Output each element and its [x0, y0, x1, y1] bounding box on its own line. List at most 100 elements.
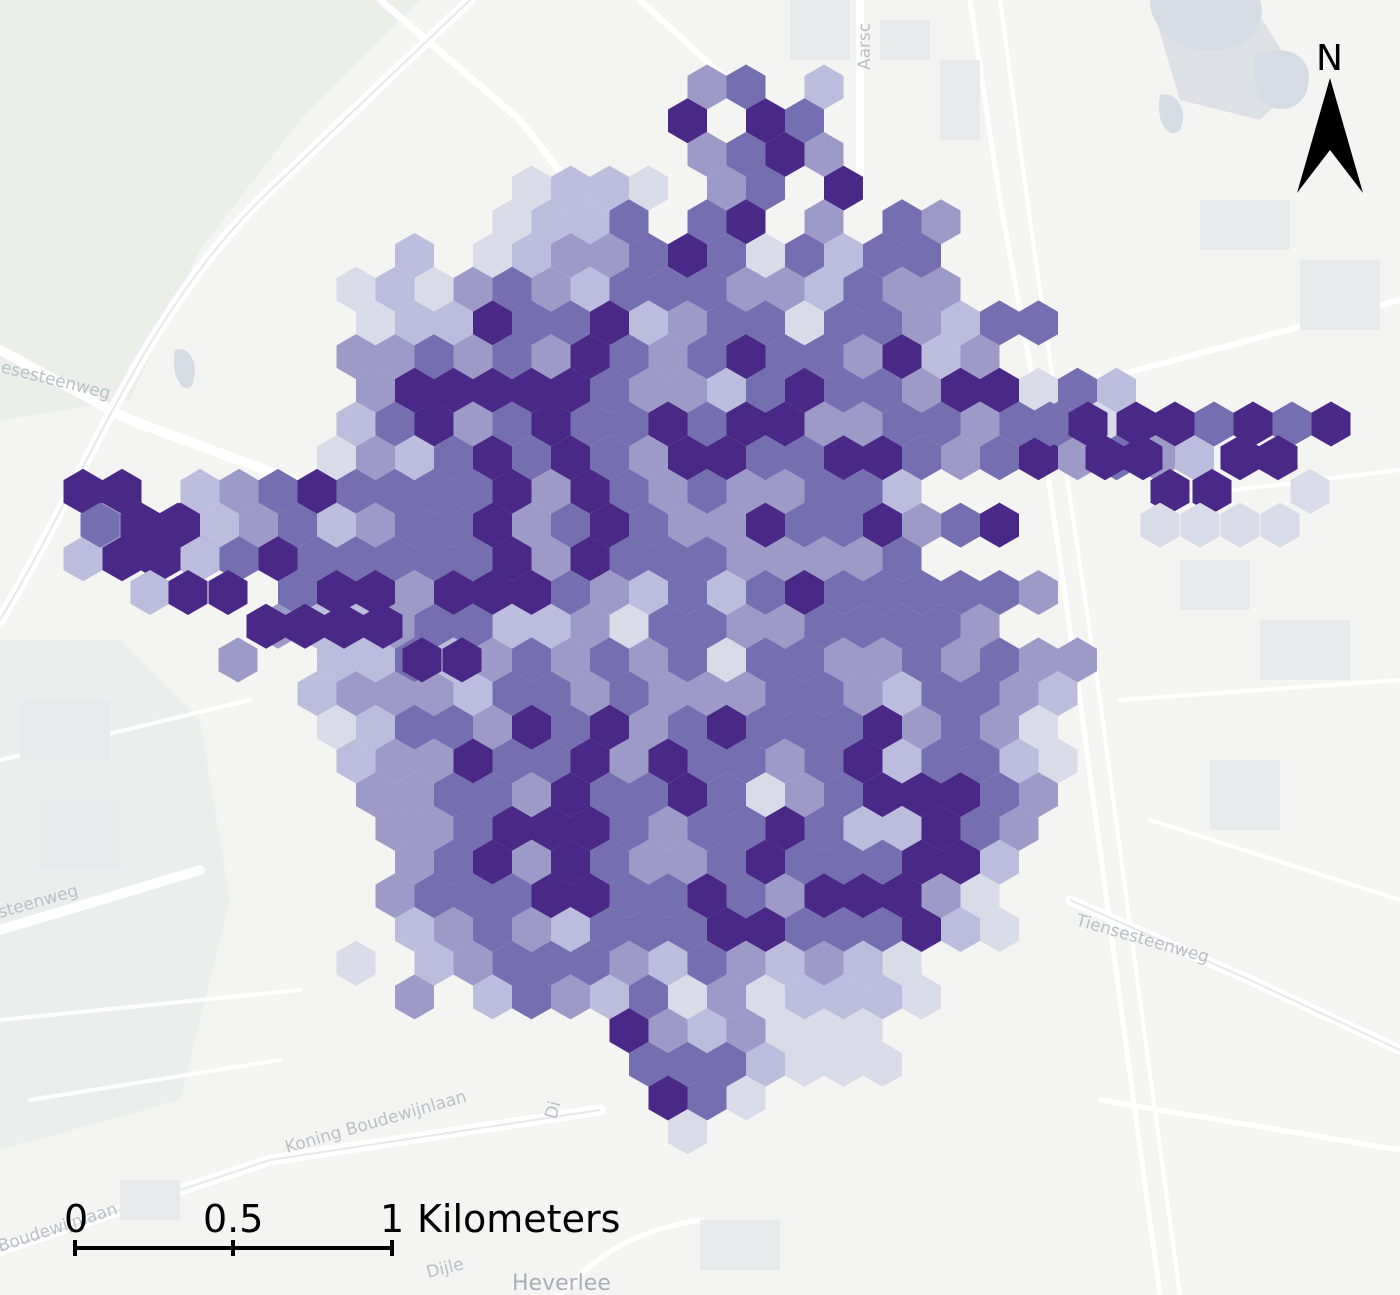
hex-cell [882, 738, 922, 784]
hex-cell [278, 570, 317, 615]
hex-cell [531, 401, 571, 447]
hex-cell [648, 738, 688, 784]
hex-cell [863, 367, 902, 413]
hex-cell [395, 367, 434, 413]
hex-cell [941, 435, 980, 481]
hex-cell [746, 233, 785, 278]
hex-cell [609, 468, 649, 514]
hex-cell [336, 334, 376, 380]
hex-cell [473, 367, 512, 413]
hex-cell [453, 536, 493, 582]
hex-cell [531, 671, 571, 717]
scale-bar: 0 0.5 1 Kilometers [64, 1197, 620, 1256]
hex-cell [102, 468, 142, 514]
hex-cell [863, 435, 902, 481]
hex-cell [512, 772, 551, 818]
hex-cell [785, 637, 824, 683]
hex-cell [824, 233, 863, 278]
hex-cell [395, 300, 434, 346]
hex-cell [442, 637, 482, 683]
hex-cell [180, 536, 220, 582]
hex-cell [395, 772, 434, 818]
hex-cell [687, 401, 727, 447]
hex-cell [1123, 435, 1163, 481]
hex-cell [648, 805, 688, 851]
hex-cell [590, 974, 629, 1020]
hex-cell [531, 738, 571, 784]
hex-cell [726, 536, 766, 582]
hex-cell [629, 704, 668, 750]
hex-cell [882, 199, 922, 245]
hex-cell [707, 502, 746, 548]
hex-cell [414, 873, 454, 919]
hex-cell [726, 401, 766, 447]
hex-cell [629, 907, 668, 952]
hex-cell [882, 536, 922, 582]
hex-cell [941, 300, 980, 346]
hex-cell [168, 570, 208, 615]
hex-cell [434, 839, 473, 885]
hex-cell [570, 536, 610, 582]
hex-cell [882, 671, 922, 717]
hex-cell [140, 536, 180, 582]
hex-cell [531, 603, 571, 649]
hex-cell [336, 536, 376, 582]
hex-cell [648, 671, 688, 717]
hex-cell [414, 401, 454, 447]
hex-cell [492, 738, 532, 784]
hex-cell [453, 334, 493, 380]
hex-cell [726, 671, 766, 717]
scale-label-0: 0 [64, 1197, 88, 1241]
hex-cell [1068, 401, 1108, 447]
hex-cell [492, 536, 532, 582]
hex-cell [902, 637, 941, 683]
hex-cell [414, 738, 454, 784]
hex-cell [746, 974, 785, 1020]
hex-cell [746, 502, 785, 548]
hex-cell [668, 300, 707, 346]
hex-cell [363, 603, 403, 649]
hex-cell [375, 805, 415, 851]
hex-cell [219, 468, 259, 514]
hex-cell [765, 266, 805, 312]
hex-cell [902, 974, 941, 1020]
hex-cell [375, 738, 415, 784]
hex-cell [804, 603, 844, 649]
hex-cell [648, 266, 688, 312]
hex-cell [726, 131, 766, 177]
hex-cell [804, 131, 844, 177]
hex-cell [726, 873, 766, 919]
hex-cell [804, 199, 844, 245]
hex-cell [473, 637, 512, 683]
hex-cell [824, 772, 863, 818]
hex-cell [668, 839, 707, 885]
hex-cell [668, 637, 707, 683]
hex-cell [218, 637, 258, 683]
hex-cell [746, 637, 785, 683]
hex-cell [726, 738, 766, 784]
hex-cell [512, 704, 551, 750]
hex-cell [531, 266, 571, 312]
hex-cell [278, 502, 317, 548]
hex-cell [843, 536, 883, 582]
hex-cell [668, 367, 707, 413]
hex-cell [960, 671, 1000, 717]
hex-cell [570, 603, 610, 649]
hex-cell [590, 637, 629, 683]
hex-cell [551, 502, 590, 548]
hex-cell [531, 199, 571, 245]
hex-cell [1150, 468, 1190, 514]
hex-cell [414, 940, 454, 986]
hex-cell [765, 468, 805, 514]
hex-cell [804, 401, 844, 447]
hex-cell [590, 300, 629, 346]
hex-cell [804, 334, 844, 380]
hex-cell [726, 1075, 766, 1121]
hex-cell [902, 300, 941, 346]
hex-cell [336, 266, 376, 312]
hex-cell [843, 805, 883, 851]
hex-cell [434, 772, 473, 818]
hex-cell [765, 671, 805, 717]
hex-cell [609, 266, 649, 312]
hex-cell [863, 300, 902, 346]
